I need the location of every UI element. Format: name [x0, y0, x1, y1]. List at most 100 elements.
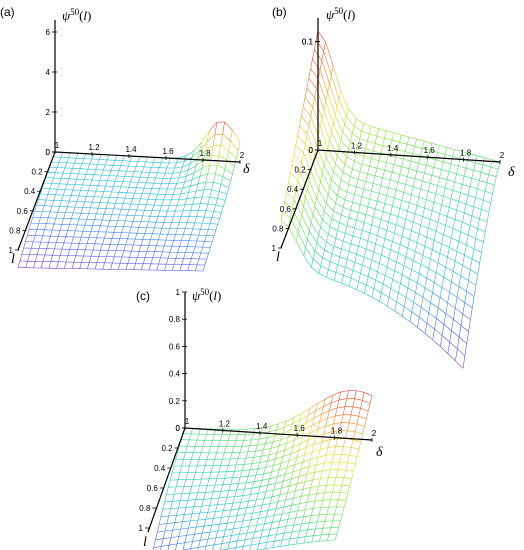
surface-mesh-line [466, 291, 475, 297]
surface-mesh-line [192, 446, 196, 453]
panel-c-y-axis [147, 427, 186, 533]
surface-mesh-line [380, 211, 384, 220]
surface-mesh-line [132, 215, 136, 222]
surface-mesh-line [327, 195, 336, 204]
surface-mesh-line [105, 226, 109, 233]
surface-mesh-line [471, 206, 474, 216]
surface-mesh-line [371, 216, 374, 225]
surface-mesh-line [167, 228, 170, 235]
surface-mesh-line [56, 261, 59, 269]
surface-mesh-line [320, 447, 328, 450]
surface-mesh-line [327, 83, 330, 93]
z-tick-label: 2 [46, 108, 51, 117]
surface-mesh-line [426, 268, 429, 279]
surface-mesh-line [180, 210, 184, 217]
surface-mesh-line [475, 188, 478, 198]
surface-mesh-line [88, 185, 91, 191]
z-tick-label: 1 [176, 288, 181, 297]
surface-mesh-line [295, 488, 304, 492]
surface-mesh-line [233, 440, 237, 447]
surface-mesh-line [432, 282, 435, 293]
surface-mesh-line [82, 225, 86, 232]
surface-mesh-line [469, 259, 473, 270]
surface-mesh-line [344, 225, 348, 234]
surface-mesh-line [452, 156, 461, 159]
surface-mesh-line [437, 213, 440, 223]
surface-mesh-line [339, 454, 342, 463]
surface-mesh-line [223, 200, 226, 207]
surface-mesh-line [492, 184, 495, 194]
surface-mesh-line [411, 222, 414, 231]
surface-mesh-line [175, 228, 178, 235]
surface-mesh-line [445, 225, 454, 229]
surface-mesh-line [171, 240, 174, 247]
surface-mesh-line [343, 207, 351, 211]
surface-mesh-line [186, 506, 195, 508]
surface-mesh-line [182, 514, 185, 522]
surface-mesh-line [119, 232, 122, 239]
surface-mesh-line [352, 406, 361, 409]
surface-mesh-line [412, 178, 416, 187]
surface-mesh-line [76, 153, 79, 159]
surface-mesh-line [246, 506, 255, 509]
surface-mesh-line [402, 315, 411, 322]
surface-mesh-line [305, 508, 314, 510]
surface-mesh-line [128, 203, 132, 210]
surface-mesh-line [304, 451, 313, 455]
surface-mesh-line [201, 164, 210, 169]
surface-mesh-line [306, 78, 310, 88]
surface-mesh-line [309, 231, 318, 244]
surface-mesh-line [383, 283, 392, 289]
surface-mesh-line [305, 247, 314, 260]
surface-mesh-line [367, 232, 371, 241]
surface-mesh-line [392, 197, 395, 207]
surface-mesh-line [200, 446, 204, 453]
surface-mesh-line [330, 394, 334, 403]
surface-mesh-line [96, 256, 100, 263]
surface-mesh-line [351, 126, 355, 134]
surface-mesh-line [292, 440, 295, 448]
surface-mesh-line [368, 126, 372, 134]
surface-mesh-line [316, 235, 319, 244]
surface-mesh-line [415, 283, 418, 293]
surface-mesh-line [415, 213, 423, 217]
surface-mesh-line [484, 182, 488, 192]
surface-mesh-line [72, 163, 75, 169]
surface-mesh-line [392, 279, 401, 284]
surface-mesh-line [319, 418, 328, 422]
surface-mesh-line [375, 235, 378, 244]
surface-mesh-line [70, 168, 73, 174]
surface-mesh-line [203, 524, 212, 527]
surface-mesh-line [323, 51, 332, 75]
surface-mesh-line [223, 535, 232, 537]
surface-mesh-line [382, 238, 386, 247]
surface-mesh-line [407, 210, 416, 214]
x-tick-label: 2 [240, 151, 245, 160]
surface-mesh-line [266, 510, 269, 518]
surface-mesh-line [270, 527, 279, 530]
surface-mesh-line [49, 183, 52, 189]
surface-mesh-line [360, 230, 363, 239]
surface-mesh-line [253, 428, 256, 435]
surface-mesh-line [189, 258, 192, 265]
surface-mesh-line [443, 225, 446, 235]
surface-mesh-line [166, 258, 169, 265]
surface-mesh-line [305, 239, 308, 248]
surface-mesh-line [299, 162, 302, 172]
surface-mesh-line [163, 537, 172, 539]
surface-mesh-line [61, 218, 64, 225]
surface-mesh-line [65, 230, 68, 237]
surface-mesh-line [73, 255, 76, 263]
surface-mesh-line [138, 198, 141, 205]
surface-mesh-line [283, 474, 286, 482]
surface-mesh-line [347, 485, 351, 494]
surface-mesh-line [356, 423, 365, 427]
surface-mesh-line [369, 191, 372, 200]
surface-mesh-line [358, 204, 361, 213]
surface-mesh-line [186, 216, 190, 223]
surface-mesh-line [418, 196, 427, 200]
surface-mesh-line [83, 153, 87, 159]
surface-mesh-line [282, 449, 286, 457]
surface-mesh-line [390, 279, 393, 289]
surface-mesh-line [325, 454, 334, 456]
